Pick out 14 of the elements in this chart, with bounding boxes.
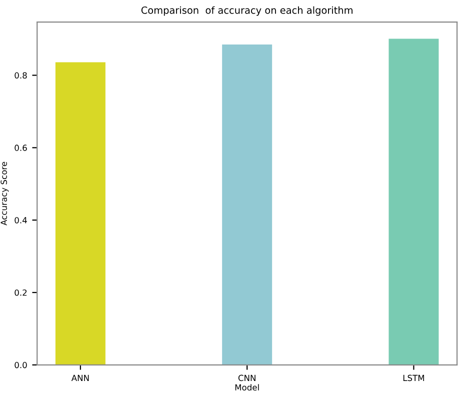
y-tick-label: 0.0 [14,362,27,368]
bar [55,62,106,365]
chart-title: Comparison of accuracy on each algorithm [141,6,352,16]
bar [388,38,439,365]
bar [222,44,272,365]
y-tick-label: 0.4 [14,217,27,224]
y-tick-label: 0.2 [14,289,27,296]
x-axis-title: Model [235,384,259,391]
x-tick-label: ANN [71,374,89,381]
y-axis-title: Accuracy Score [0,162,9,226]
y-tick-label: 0.8 [14,72,27,79]
y-tick-label: 0.6 [14,144,27,151]
x-tick-label: CNN [238,374,256,382]
x-tick-label: LSTM [403,374,424,382]
